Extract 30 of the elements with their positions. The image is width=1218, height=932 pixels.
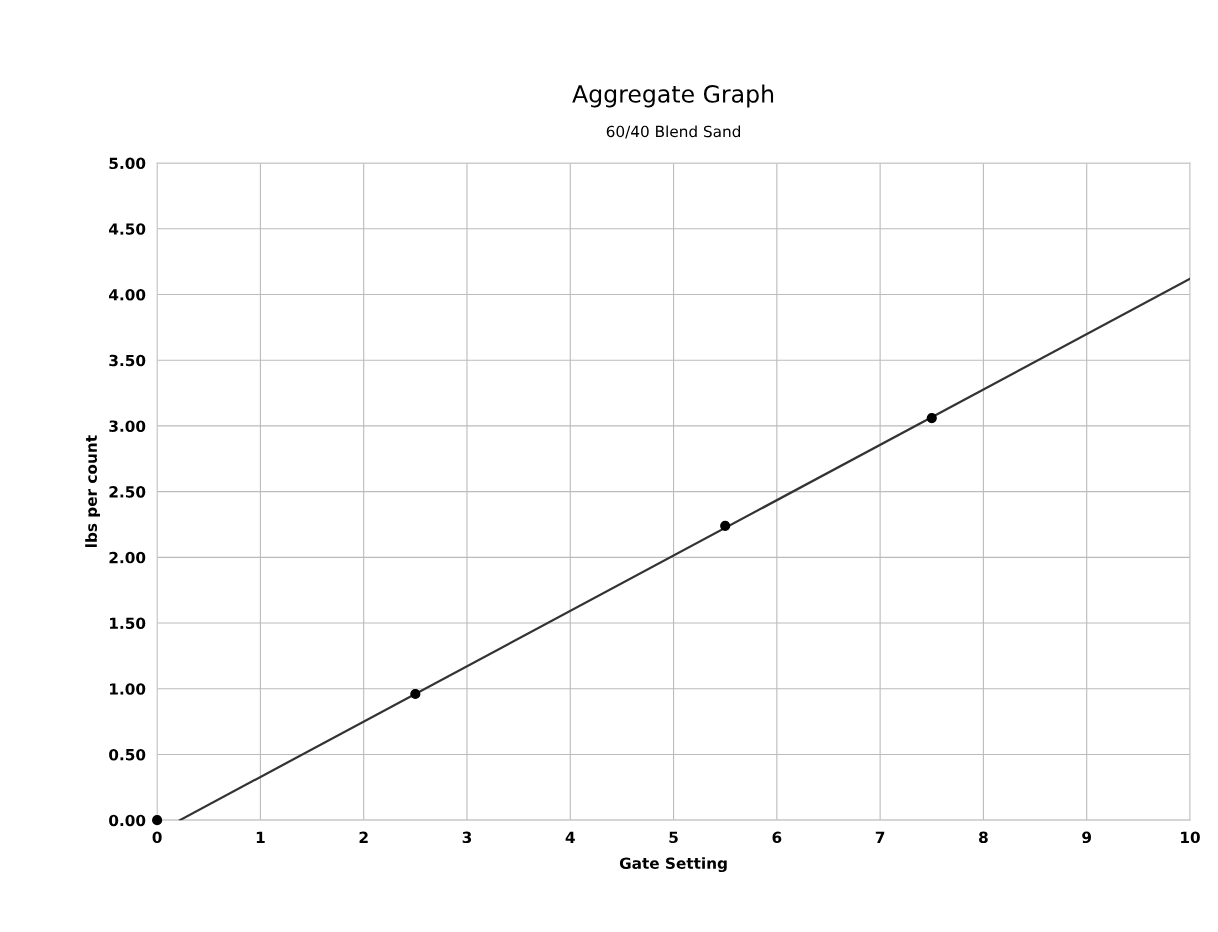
y-tick-label: 4.00	[109, 288, 146, 301]
x-tick-label: 1	[256, 831, 265, 843]
y-tick-label: 3.50	[109, 354, 146, 367]
y-axis-title: lbs per count	[85, 435, 100, 548]
x-tick-label: 9	[1082, 831, 1092, 844]
x-tick-label: 0	[152, 831, 162, 844]
x-tick-label: 5	[669, 831, 678, 844]
x-axis-title: Gate Setting	[619, 857, 727, 873]
y-tick-label: 1.50	[110, 617, 146, 630]
chart-subtitle: 60/40 Blend Sand	[606, 125, 741, 139]
y-tick-label: 2.50	[109, 486, 146, 498]
x-tick-label: 3	[462, 831, 472, 844]
y-tick-label: 4.50	[109, 223, 146, 235]
x-tick-label: 8	[979, 831, 988, 844]
point	[926, 412, 937, 424]
x-tick-label: 4	[565, 831, 575, 843]
y-tick-label: 0.00	[109, 814, 146, 827]
point	[410, 688, 421, 700]
y-tick-label: 0.50	[109, 748, 146, 761]
chart-title: Aggregate Graph	[572, 84, 774, 108]
y-tick-label: 5.00	[109, 157, 146, 170]
y-tick-label: 3.00	[109, 420, 146, 432]
x-tick-label: 6	[772, 831, 782, 844]
x-tick-label: 2	[359, 831, 368, 843]
x-tick-label: 7	[875, 831, 885, 843]
y-tick-label: 2.00	[109, 551, 146, 564]
y-tick-label: 1.00	[110, 683, 146, 695]
point	[720, 520, 731, 531]
point	[152, 815, 163, 826]
x-tick-label: 10	[1181, 831, 1200, 844]
